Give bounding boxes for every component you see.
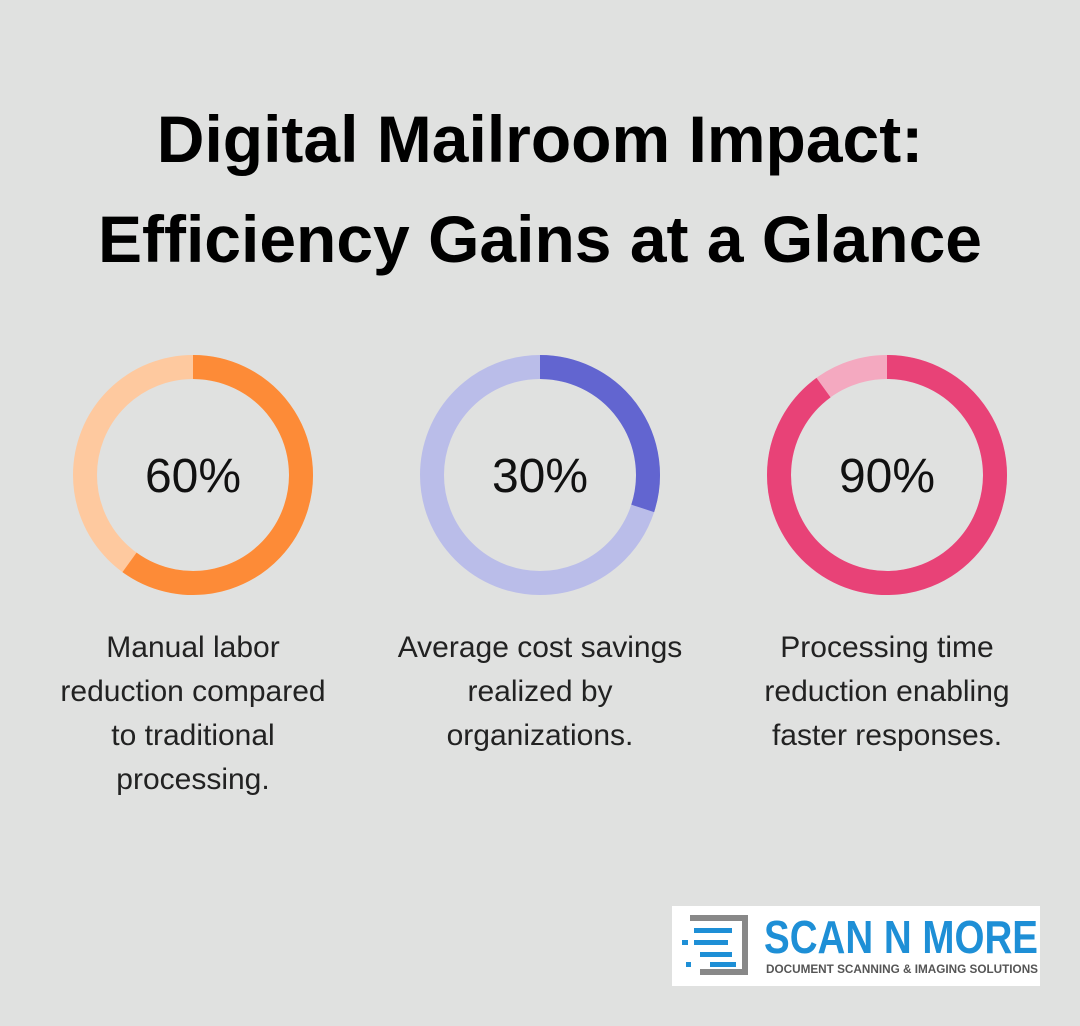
- donut-arc: [767, 355, 1007, 595]
- caption-line: realized by: [467, 675, 612, 708]
- logo-tagline: DOCUMENT SCANNING & IMAGING SOLUTIONS: [766, 962, 1038, 976]
- logo-name: SCAN N MORE: [764, 911, 1038, 963]
- logo: SCAN N MORE DOCUMENT SCANNING & IMAGING …: [672, 906, 1040, 986]
- title-line: Efficiency Gains at a Glance: [98, 202, 982, 276]
- caption-line: reduction enabling: [764, 675, 1009, 708]
- caption-line: faster responses.: [772, 719, 1002, 752]
- caption-line: reduction compared: [60, 675, 325, 708]
- title-line: Digital Mailroom Impact:: [157, 102, 923, 176]
- donut-value-label: 90%: [839, 450, 935, 503]
- caption-line: Manual labor: [106, 631, 279, 664]
- donut-value-label: 60%: [145, 450, 241, 503]
- caption-line: Processing time: [780, 631, 993, 664]
- donut-value-label: 30%: [492, 450, 588, 503]
- caption-line: to traditional: [111, 719, 274, 752]
- donut-arc: [122, 355, 313, 595]
- logo-icon: [682, 915, 748, 975]
- donut-arc: [539, 355, 660, 513]
- caption-line: processing.: [116, 763, 269, 796]
- caption-line: organizations.: [447, 719, 634, 752]
- caption-line: Average cost savings: [398, 631, 683, 664]
